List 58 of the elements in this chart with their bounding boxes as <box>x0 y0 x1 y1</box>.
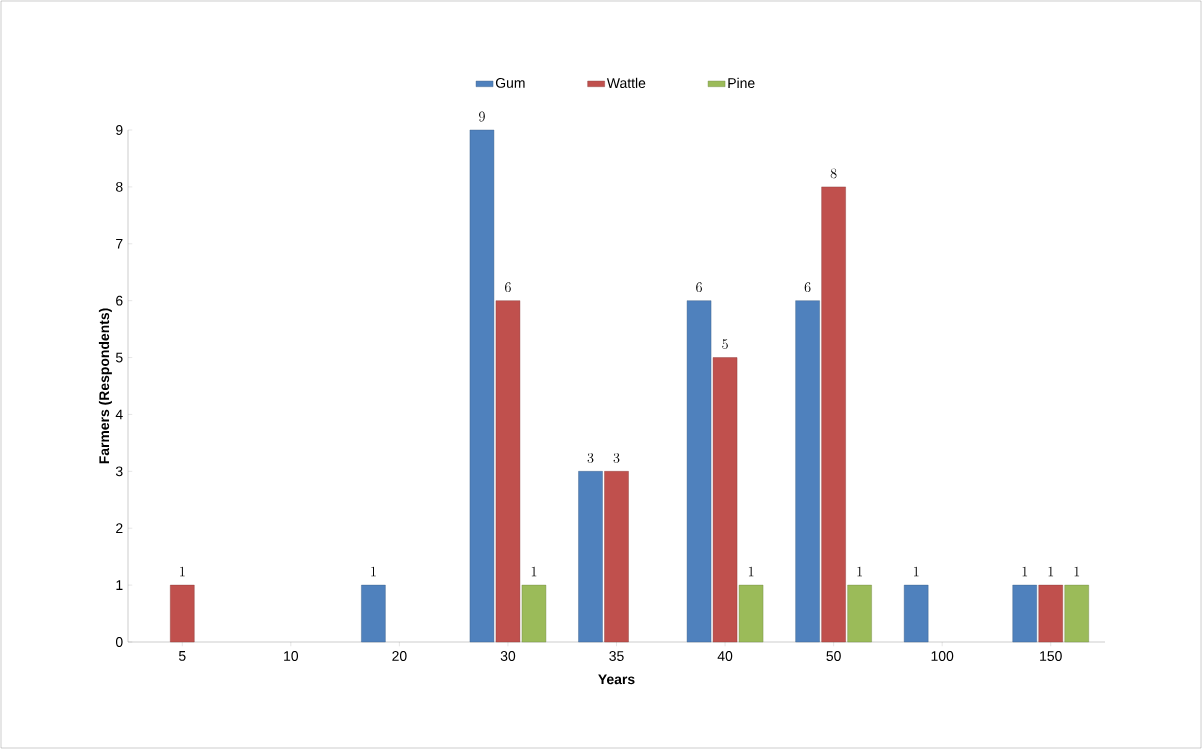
x-tick-label: 10 <box>284 651 299 661</box>
data-label: 3 <box>613 452 620 463</box>
bar <box>1064 584 1089 643</box>
data-label: 3 <box>587 452 594 463</box>
bar <box>1038 584 1063 643</box>
x-tick-label: 20 <box>392 651 407 661</box>
bar <box>521 584 547 643</box>
bar <box>170 584 195 643</box>
data-label: 1 <box>180 566 185 577</box>
data-label: 1 <box>371 566 376 577</box>
bar <box>903 584 929 643</box>
data-label: 9 <box>479 111 485 122</box>
x-tick-label: 100 <box>931 651 954 661</box>
x-tick-label: 40 <box>717 651 733 661</box>
x-tick-label: 35 <box>609 651 624 661</box>
legend-label: Gum <box>495 77 525 88</box>
bar <box>686 300 712 643</box>
data-label: 1 <box>857 566 862 577</box>
y-tick-label: 5 <box>115 352 123 363</box>
data-label: 6 <box>505 282 511 293</box>
y-tick-label: 1 <box>116 580 123 590</box>
y-axis-title: Farmers (Respondents) <box>98 308 112 464</box>
y-tick-label: 8 <box>116 181 123 192</box>
data-label: 1 <box>913 566 919 577</box>
bar <box>495 300 521 643</box>
y-tick-label: 4 <box>115 409 123 420</box>
data-label: 1 <box>748 566 754 577</box>
y-tick-label: 2 <box>116 523 123 534</box>
x-tick-label: 30 <box>500 651 516 661</box>
bar <box>604 471 629 643</box>
x-tick-label: 150 <box>1040 651 1062 661</box>
data-label: 1 <box>1074 566 1080 577</box>
y-tick-label: 7 <box>116 238 123 249</box>
y-tick-label: 3 <box>115 466 123 477</box>
x-tick-label: 50 <box>826 651 841 661</box>
y-tick-label: 0 <box>115 637 123 647</box>
bar <box>712 357 738 643</box>
bar <box>1012 584 1037 643</box>
bar <box>795 300 820 643</box>
data-label: 1 <box>1022 566 1028 577</box>
data-label: 1 <box>531 566 537 577</box>
bar <box>738 584 764 643</box>
x-axis-title: Years <box>598 674 635 685</box>
legend-label: Wattle <box>606 77 646 89</box>
y-tick-label: 6 <box>116 295 123 306</box>
bar <box>361 584 386 643</box>
bar <box>578 471 603 643</box>
y-tick-label: 9 <box>116 125 123 135</box>
data-label: 1 <box>1048 566 1054 577</box>
data-label: 8 <box>830 168 837 179</box>
bar <box>821 186 846 643</box>
legend-label: Pine <box>728 77 755 89</box>
data-label: 6 <box>696 282 702 293</box>
x-tick-label: 5 <box>178 651 186 661</box>
data-label: 5 <box>722 339 728 349</box>
data-label: 6 <box>804 282 811 293</box>
bar <box>469 129 495 643</box>
bar <box>847 584 872 643</box>
